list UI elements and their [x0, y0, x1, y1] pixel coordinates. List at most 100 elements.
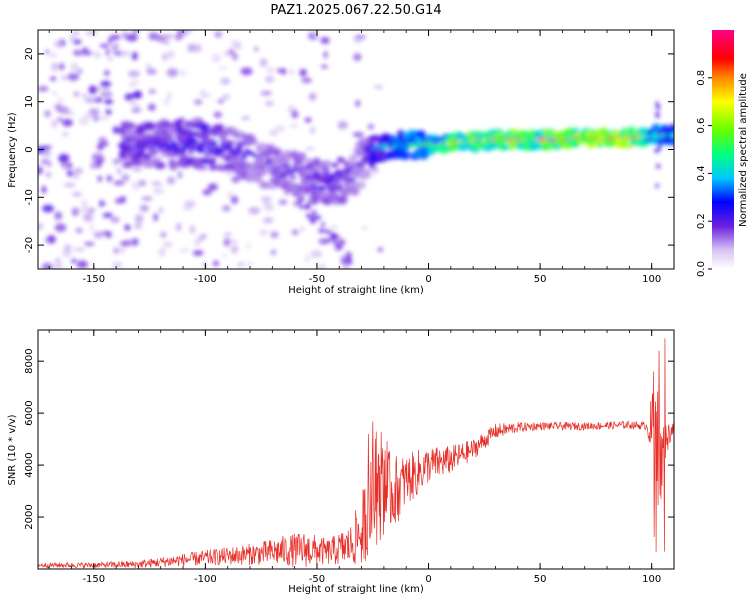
heatmap-cell: [352, 188, 360, 196]
heatmap-cell: [55, 258, 61, 263]
heatmap-cell: [61, 118, 74, 127]
snr-xtick-label: -50: [309, 574, 325, 585]
heatmap-cell: [265, 144, 276, 150]
heatmap-cell: [113, 51, 122, 56]
heatmap-cell: [53, 264, 63, 268]
heatmap-cell: [97, 175, 103, 182]
heatmap-cell: [280, 68, 287, 75]
heatmap-cell: [112, 126, 119, 134]
heatmap-cell: [296, 199, 302, 204]
spectrogram-ylabel: Frequency (Hz): [7, 112, 18, 188]
heatmap-cell: [164, 143, 170, 147]
heatmap-cell: [112, 159, 122, 163]
heatmap-cell: [655, 183, 659, 189]
heatmap-cell: [180, 147, 186, 152]
heatmap-cell: [124, 224, 131, 231]
heatmap-cell: [179, 155, 190, 161]
snr-ytick-label: 2000: [24, 504, 35, 529]
heatmap-cell: [259, 58, 268, 68]
spectrogram-blobs: [38, 30, 674, 269]
heatmap-cell: [107, 57, 113, 61]
heatmap-cell: [228, 239, 239, 244]
heatmap-cell: [263, 202, 275, 212]
heatmap-cell: [656, 104, 661, 110]
colorbar-gradient: [712, 30, 734, 269]
heatmap-cell: [82, 205, 88, 214]
heatmap-cell: [182, 207, 192, 211]
heatmap-cell: [192, 138, 198, 143]
heatmap-cell: [266, 160, 273, 164]
heatmap-cell: [81, 93, 87, 97]
heatmap-cell: [656, 163, 661, 169]
spectrogram-xtick-label: 50: [534, 274, 547, 285]
heatmap-cell: [95, 160, 102, 169]
heatmap-cell: [241, 116, 250, 120]
heatmap-cell: [283, 155, 291, 165]
heatmap-cell: [175, 223, 182, 232]
heatmap-cell: [144, 122, 156, 131]
heatmap-cell: [218, 150, 224, 154]
spectrogram-xtick-label: 100: [642, 274, 661, 285]
heatmap-cell: [62, 132, 69, 137]
heatmap-cell: [84, 96, 96, 104]
heatmap-cell: [337, 172, 343, 176]
heatmap-cell: [230, 245, 239, 254]
colorbar-tick-label: 0.6: [696, 118, 707, 134]
heatmap-cell: [353, 53, 362, 61]
heatmap-cell: [44, 110, 51, 118]
heatmap-cell: [105, 231, 112, 239]
heatmap-cell: [51, 91, 59, 96]
heatmap-cell: [148, 32, 159, 41]
spectrogram-xtick-label: -150: [82, 274, 105, 285]
heatmap-cell: [90, 161, 97, 170]
heatmap-cell: [67, 73, 80, 81]
heatmap-cell: [69, 35, 75, 42]
heatmap-cell: [131, 166, 143, 173]
colorbar-tick-label: 0.2: [696, 213, 707, 229]
heatmap-cell: [657, 145, 662, 151]
heatmap-cell: [184, 200, 196, 208]
heatmap-cell: [289, 68, 294, 76]
heatmap-cell: [85, 30, 98, 36]
heatmap-cell: [202, 262, 208, 268]
heatmap-cell: [213, 111, 223, 118]
heatmap-cell: [124, 93, 135, 101]
heatmap-cell: [221, 205, 231, 212]
spectrogram-frame: [37, 29, 675, 270]
heatmap-cell: [352, 132, 364, 137]
spectrogram-ytick-label: -20: [24, 237, 35, 253]
heatmap-cell: [105, 48, 110, 56]
heatmap-cell: [114, 42, 119, 51]
heatmap-cell: [231, 195, 239, 205]
spectrogram-xtick-label: -100: [194, 274, 217, 285]
heatmap-cell: [154, 161, 166, 170]
snr-ytick-label: 8000: [24, 348, 35, 373]
heatmap-cell: [42, 145, 52, 150]
heatmap-cell: [166, 147, 172, 152]
heatmap-cell: [141, 196, 153, 201]
heatmap-cell: [45, 172, 52, 178]
heatmap-cell: [41, 185, 47, 194]
heatmap-cell: [246, 243, 252, 248]
heatmap-cell: [127, 123, 138, 128]
heatmap-cell: [158, 247, 166, 257]
heatmap-cell: [310, 197, 320, 205]
heatmap-cell: [104, 70, 110, 76]
spectrogram-xtick-label: 0: [425, 274, 431, 285]
heatmap-cell: [236, 145, 242, 150]
heatmap-cell: [222, 94, 230, 100]
heatmap-cell: [223, 232, 232, 236]
heatmap-cell: [331, 236, 337, 241]
heatmap-cell: [262, 217, 274, 224]
heatmap-cell: [217, 123, 224, 130]
heatmap-cell: [59, 62, 65, 71]
heatmap-cell: [220, 78, 231, 85]
heatmap-cell: [170, 152, 180, 157]
heatmap-cell: [204, 157, 212, 165]
snr-xtick-label: -100: [194, 574, 217, 585]
heatmap-cell: [168, 161, 178, 171]
figure-title: PAZ1.2025.067.22.50.G14: [270, 3, 441, 18]
heatmap-cell: [362, 225, 368, 230]
